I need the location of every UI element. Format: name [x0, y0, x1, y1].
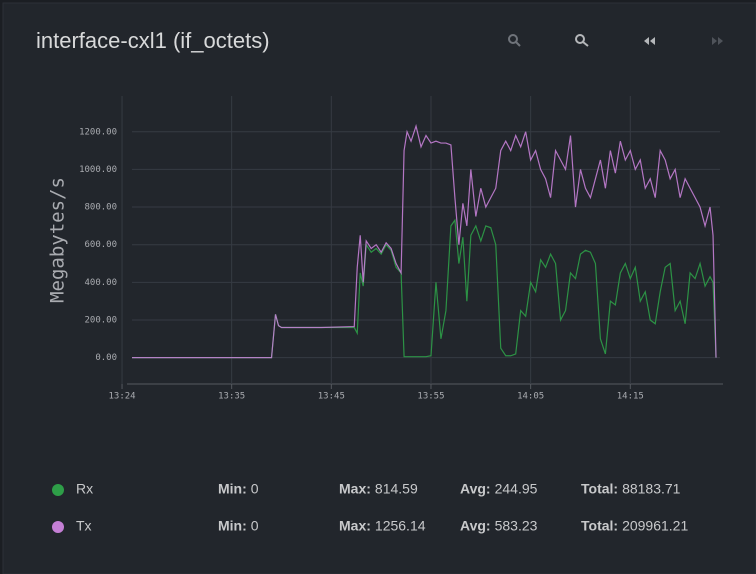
legend-name: Rx [76, 481, 93, 497]
legend-swatch [52, 521, 64, 533]
y-tick-label: 1000.00 [79, 165, 117, 175]
stat-value: 583.23 [495, 518, 538, 534]
stat-label: Max: [339, 481, 371, 497]
x-tick-label: 14:15 [617, 392, 644, 402]
stat-value: 0 [251, 481, 259, 497]
x-tick-label: 13:45 [318, 392, 345, 402]
y-tick-label: 200.00 [84, 316, 117, 326]
zoom-out-button[interactable] [575, 34, 589, 47]
x-tick-label: 13:24 [108, 392, 135, 402]
stat-label: Avg: [460, 518, 491, 534]
zoom-in-button[interactable] [508, 34, 521, 47]
legend-name: Tx [76, 518, 92, 534]
y-axis-label: Megabytes/s [47, 177, 69, 303]
y-tick-label: 400.00 [84, 278, 117, 288]
stat-label: Min: [218, 518, 247, 534]
x-tick-label: 13:35 [218, 392, 245, 402]
legend-swatch [52, 484, 64, 496]
y-tick-label: 1200.00 [79, 127, 117, 137]
stat-value: 0 [251, 518, 259, 534]
series-line [132, 218, 717, 359]
stat-label: Total: [581, 518, 618, 534]
y-tick-label: 0.00 [95, 353, 117, 363]
stat-label: Avg: [460, 481, 491, 497]
rewind-button[interactable] [644, 37, 655, 45]
stat-value: 814.59 [375, 481, 418, 497]
forward-button[interactable] [712, 37, 723, 45]
stat-value: 244.95 [495, 481, 538, 497]
panel-title: interface-cxl1 (if_octets) [36, 28, 270, 53]
stat-value: 209961.21 [622, 518, 688, 534]
stat-label: Total: [581, 481, 618, 497]
y-tick-label: 800.00 [84, 203, 117, 213]
stat-value: 1256.14 [375, 518, 426, 534]
x-tick-label: 13:55 [417, 392, 444, 402]
x-tick-label: 14:05 [517, 392, 544, 402]
stat-label: Min: [218, 481, 247, 497]
series-line [132, 123, 717, 359]
y-tick-label: 600.00 [84, 240, 117, 250]
stat-value: 88183.71 [622, 481, 681, 497]
stat-label: Max: [339, 518, 371, 534]
